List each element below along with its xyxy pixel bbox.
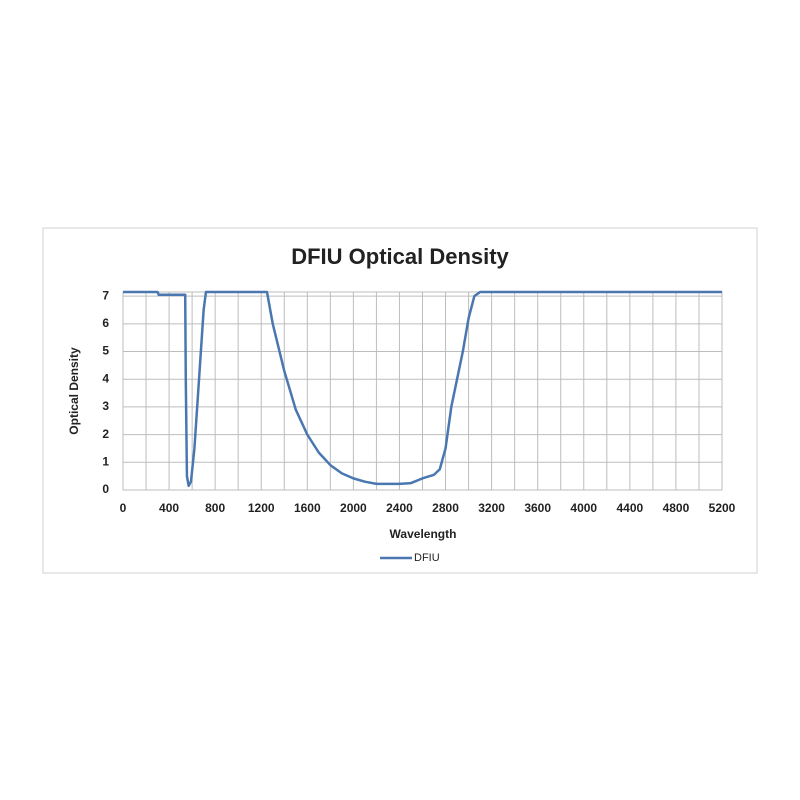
y-tick-label: 1: [102, 454, 109, 468]
x-tick-label: 4400: [616, 501, 643, 515]
x-tick-label: 2000: [340, 501, 367, 515]
x-tick-label: 4800: [663, 501, 690, 515]
x-tick-label: 400: [159, 501, 179, 515]
y-tick-label: 6: [102, 316, 109, 330]
chart-frame: [42, 227, 758, 574]
x-tick-label: 1200: [248, 501, 275, 515]
x-tick-label: 5200: [709, 501, 736, 515]
x-tick-label: 0: [120, 501, 127, 515]
y-tick-label: 7: [102, 288, 109, 302]
legend-label: DFIU: [414, 552, 440, 564]
x-tick-label: 800: [205, 501, 225, 515]
y-tick-label: 4: [102, 371, 109, 385]
y-tick-label: 5: [102, 344, 109, 358]
x-axis-title: Wavelength: [390, 527, 457, 541]
y-tick-label: 0: [102, 482, 109, 496]
x-tick-label: 2800: [432, 501, 459, 515]
x-tick-label: 2400: [386, 501, 413, 515]
plot-border: [122, 291, 723, 491]
y-tick-label: 3: [102, 399, 109, 413]
x-tick-label: 1600: [294, 501, 321, 515]
y-axis-title: Optical Density: [67, 347, 81, 435]
data-line: [123, 290, 722, 488]
x-tick-label: 3200: [478, 501, 505, 515]
y-tick-label: 2: [102, 427, 109, 441]
chart-title: DFIU Optical Density: [291, 244, 509, 269]
x-tick-label: 4000: [570, 501, 597, 515]
x-tick-label: 3600: [524, 501, 551, 515]
